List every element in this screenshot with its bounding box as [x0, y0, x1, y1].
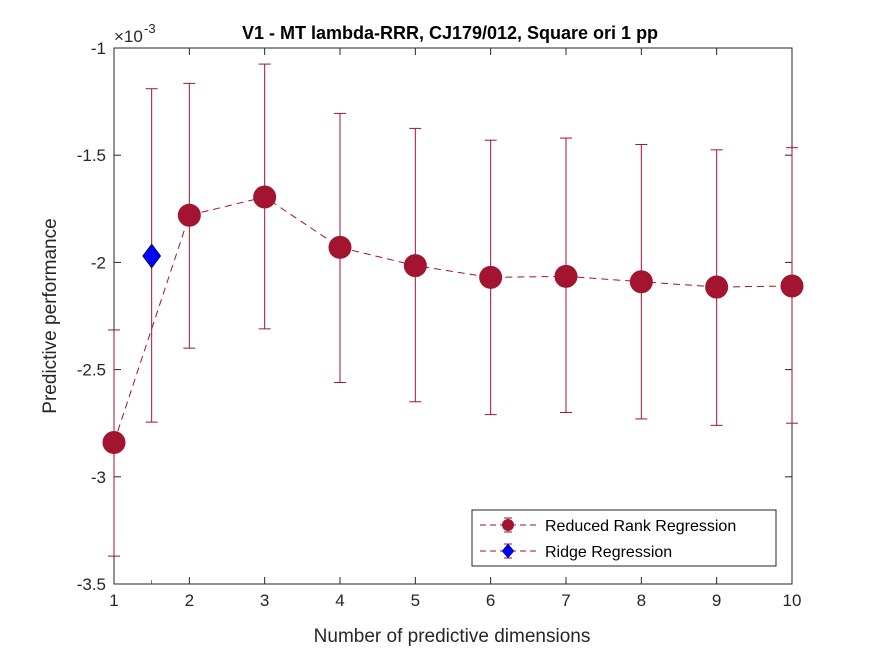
legend-entry-ridge-regression: Ridge Regression — [480, 543, 672, 561]
plot-area: 1 2 3 4 5 6 7 8 9 10 -3.5 -3 -2.5 -2 -1.5 -1 — [77, 39, 804, 610]
data-point-rrr — [328, 235, 352, 259]
x-tick-label: 10 — [783, 591, 802, 610]
y-tick-label: -3 — [91, 468, 106, 487]
exponent-base: ×10 — [114, 27, 143, 46]
data-point-ridge — [142, 243, 162, 269]
y-tick-label: -1 — [91, 39, 106, 58]
data-point-rrr — [705, 275, 729, 299]
y-axis-label: Predictive performance — [40, 218, 61, 413]
legend-marker-rrr — [502, 519, 514, 531]
data-point-rrr — [554, 264, 578, 288]
y-tick-label: -2 — [91, 253, 106, 272]
legend: Reduced Rank Regression Ridge Regression — [471, 509, 777, 567]
data-point-rrr — [177, 203, 201, 227]
x-tick-label: 7 — [561, 591, 570, 610]
x-tick-label: 4 — [335, 591, 344, 610]
x-tick-label: 5 — [411, 591, 420, 610]
data-point-rrr — [253, 185, 277, 209]
legend-marker-ridge — [501, 543, 515, 559]
x-tick-label: 9 — [712, 591, 721, 610]
legend-entry-reduced-rank-regression: Reduced Rank Regression — [480, 517, 736, 535]
x-tick-label: 6 — [486, 591, 495, 610]
y-tick-label: -1.5 — [77, 146, 106, 165]
series-line-0 — [113, 196, 793, 443]
exponent-power: -3 — [144, 21, 156, 36]
y-tick-label: -2.5 — [77, 361, 106, 380]
chart-title: V1 - MT lambda-RRR, CJ179/012, Square or… — [242, 23, 658, 43]
legend-box — [471, 509, 777, 567]
x-tick-label: 1 — [109, 591, 118, 610]
legend-label-ridge: Ridge Regression — [545, 544, 672, 561]
x-tick-label: 3 — [260, 591, 269, 610]
legend-label-rrr: Reduced Rank Regression — [545, 518, 736, 535]
data-point-rrr — [102, 430, 126, 454]
plot-box — [113, 47, 793, 585]
x-tick-label: 2 — [185, 591, 194, 610]
data-point-rrr — [479, 265, 503, 289]
x-tick-label: 8 — [637, 591, 646, 610]
data-point-rrr — [403, 254, 427, 278]
data-point-rrr — [780, 274, 804, 298]
x-axis-label: Number of predictive dimensions — [314, 626, 591, 647]
y-tick-label: -3.5 — [77, 575, 106, 594]
data-point-rrr — [629, 270, 653, 294]
